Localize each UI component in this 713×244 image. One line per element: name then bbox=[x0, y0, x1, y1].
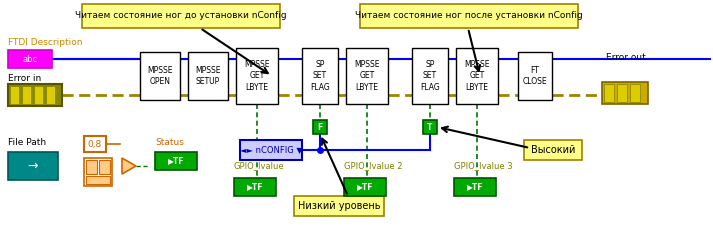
Text: SP
SET
FLAG: SP SET FLAG bbox=[420, 61, 440, 92]
Bar bbox=[604, 84, 614, 102]
Text: MPSSE
OPEN: MPSSE OPEN bbox=[148, 66, 173, 86]
Bar bbox=[456, 48, 498, 104]
Bar bbox=[140, 52, 180, 100]
Bar bbox=[412, 48, 448, 104]
Bar bbox=[82, 4, 280, 28]
Bar bbox=[313, 120, 327, 134]
Bar bbox=[188, 52, 228, 100]
Text: abc: abc bbox=[22, 54, 38, 63]
Text: ▶TF: ▶TF bbox=[247, 183, 263, 192]
Text: File Path: File Path bbox=[8, 138, 46, 147]
Bar bbox=[454, 178, 496, 196]
Bar bbox=[155, 152, 197, 170]
Bar bbox=[46, 86, 55, 104]
Bar bbox=[630, 84, 640, 102]
Text: Error in: Error in bbox=[8, 74, 41, 83]
Text: SP
SET
FLAG: SP SET FLAG bbox=[310, 61, 330, 92]
Text: Низкий уровень: Низкий уровень bbox=[298, 201, 380, 211]
Bar bbox=[524, 140, 582, 160]
Bar bbox=[346, 48, 388, 104]
Text: MPSSE
GET
LBYTE: MPSSE GET LBYTE bbox=[245, 61, 270, 92]
Text: F: F bbox=[317, 122, 322, 132]
Bar bbox=[84, 136, 106, 152]
Bar bbox=[294, 196, 384, 216]
Bar bbox=[240, 140, 302, 160]
Text: ▶TF: ▶TF bbox=[168, 156, 184, 165]
Bar bbox=[8, 84, 62, 106]
Text: ◄► nCONFIG ▼: ◄► nCONFIG ▼ bbox=[240, 145, 302, 154]
Bar bbox=[99, 160, 110, 174]
Bar bbox=[344, 178, 386, 196]
Text: MPSSE
GET
LBYTE: MPSSE GET LBYTE bbox=[464, 61, 490, 92]
Bar bbox=[234, 178, 276, 196]
Text: GPIO_Ivalue 3: GPIO_Ivalue 3 bbox=[454, 161, 513, 170]
Text: Error out: Error out bbox=[606, 52, 646, 61]
Text: Status: Status bbox=[155, 138, 184, 147]
Text: ▶TF: ▶TF bbox=[356, 183, 373, 192]
Text: Высокий: Высокий bbox=[530, 145, 575, 155]
Bar bbox=[22, 86, 31, 104]
Bar bbox=[518, 52, 552, 100]
Bar bbox=[10, 86, 19, 104]
Bar bbox=[84, 158, 112, 186]
Bar bbox=[8, 152, 58, 180]
Text: Читаем состояние ног до установки nConfig: Читаем состояние ног до установки nConfi… bbox=[75, 11, 287, 20]
Text: T: T bbox=[427, 122, 433, 132]
Text: FT
CLOSE: FT CLOSE bbox=[523, 66, 548, 86]
Text: FTDI Description: FTDI Description bbox=[8, 38, 83, 47]
Text: GPIO_Ivalue 2: GPIO_Ivalue 2 bbox=[344, 161, 403, 170]
Bar bbox=[617, 84, 627, 102]
Bar bbox=[360, 4, 578, 28]
Bar bbox=[236, 48, 278, 104]
Text: Читаем состояние ног после установки nConfig: Читаем состояние ног после установки nCo… bbox=[355, 11, 583, 20]
Text: ▶TF: ▶TF bbox=[467, 183, 483, 192]
Polygon shape bbox=[122, 158, 136, 174]
Text: 0,8: 0,8 bbox=[88, 140, 102, 149]
Bar bbox=[8, 50, 52, 68]
Text: MPSSE
GET
LBYTE: MPSSE GET LBYTE bbox=[354, 61, 380, 92]
Text: MPSSE
SETUP: MPSSE SETUP bbox=[195, 66, 221, 86]
Bar bbox=[602, 82, 648, 104]
Bar bbox=[302, 48, 338, 104]
Bar bbox=[423, 120, 437, 134]
Text: GPIO_Ivalue: GPIO_Ivalue bbox=[234, 161, 284, 170]
Bar bbox=[34, 86, 43, 104]
Bar bbox=[86, 160, 97, 174]
Bar bbox=[86, 176, 110, 184]
Text: →: → bbox=[28, 160, 39, 173]
